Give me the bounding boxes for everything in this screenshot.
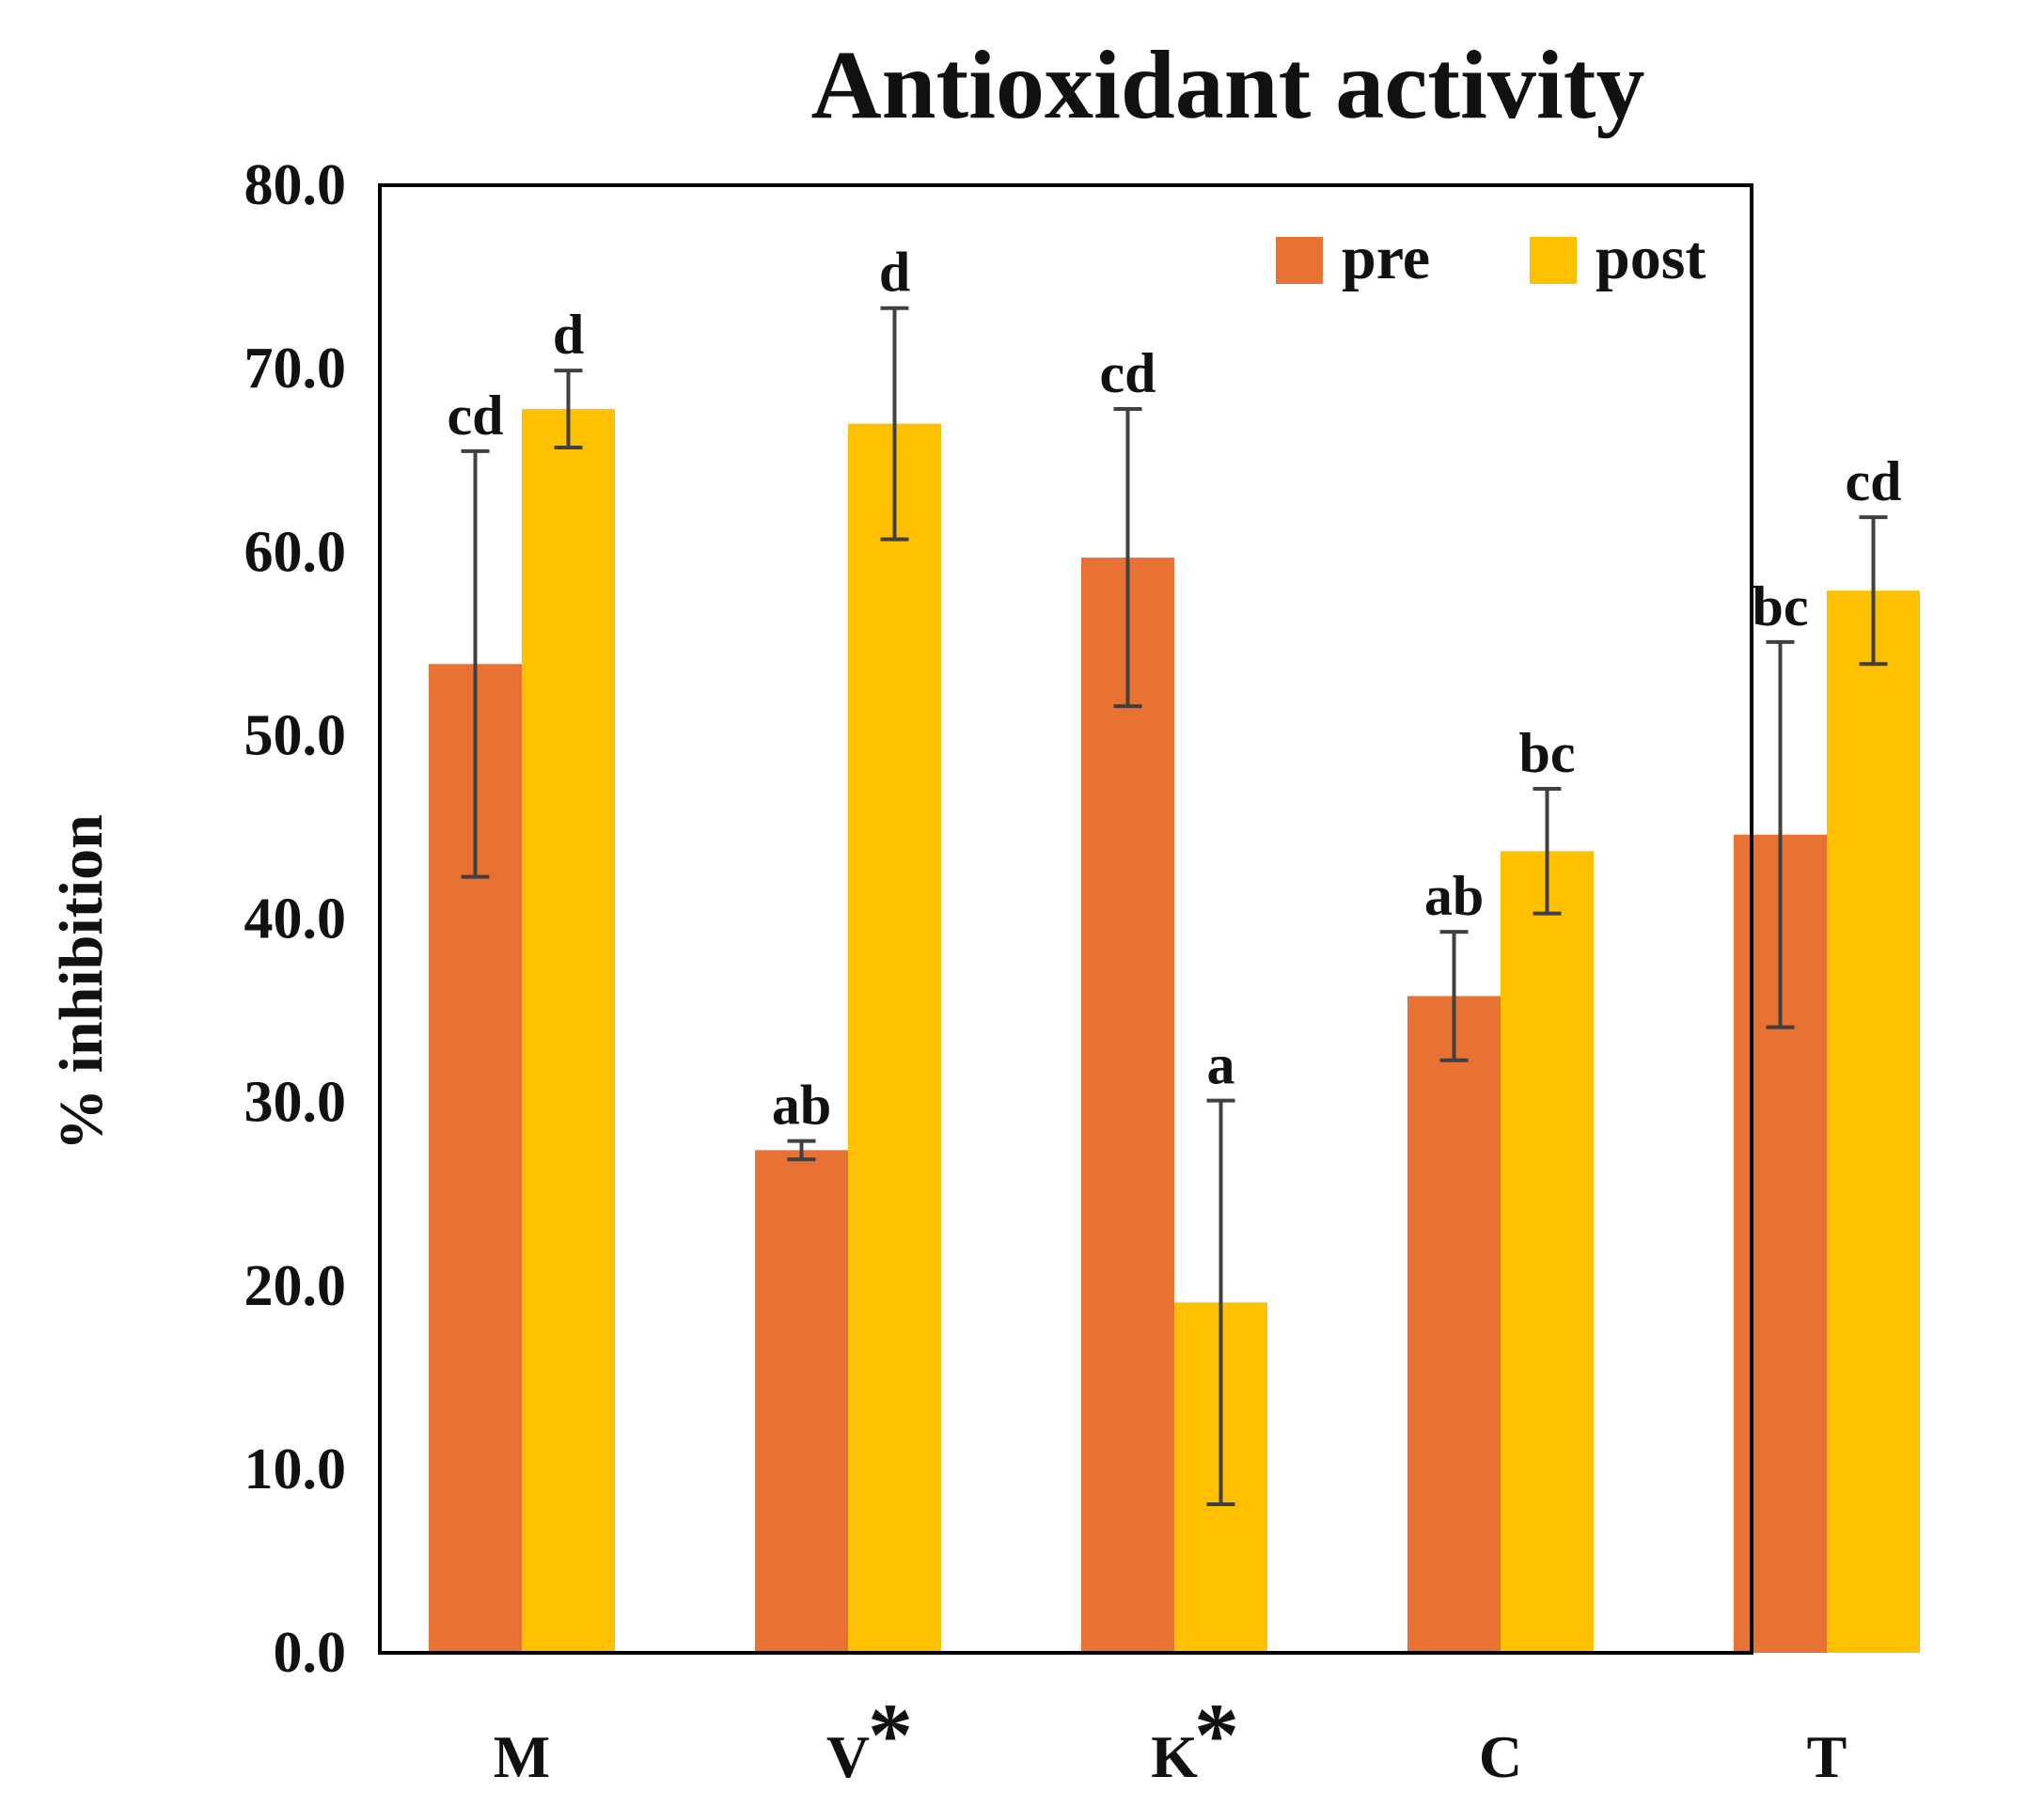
x-tick-label: T [1807, 1723, 1847, 1790]
legend-label-pre: pre [1342, 224, 1430, 292]
y-tick-label: 20.0 [244, 1254, 347, 1318]
y-tick-label: 0.0 [274, 1621, 347, 1685]
chart-title: Antioxidant activity [811, 31, 1645, 139]
significance-letter: ab [772, 1075, 831, 1137]
significance-letter: ab [1424, 865, 1484, 927]
significance-letter: bc [1519, 722, 1576, 784]
x-tick-label: M [494, 1723, 550, 1790]
significance-letter: cd [448, 385, 504, 447]
significance-letter: d [553, 304, 584, 366]
x-tick-label: K [1151, 1723, 1198, 1790]
bar-post [1501, 851, 1594, 1653]
y-axis-label: % inhibition [47, 814, 116, 1151]
legend-swatch-post [1530, 237, 1577, 284]
y-tick-label: 10.0 [244, 1438, 347, 1501]
plot-area: 0.010.020.030.040.050.060.070.080.0cddMa… [244, 153, 1920, 1790]
significance-letter: cd [1846, 450, 1902, 512]
x-tick-label: C [1479, 1723, 1522, 1790]
y-tick-label: 60.0 [244, 520, 347, 584]
legend-label-post: post [1596, 224, 1706, 292]
x-tick-label: V [826, 1723, 870, 1790]
y-tick-label: 40.0 [244, 888, 347, 951]
significance-star: * [868, 1685, 913, 1785]
y-tick-label: 70.0 [244, 337, 347, 401]
plot-frame [378, 183, 1753, 1655]
legend-swatch-pre [1276, 237, 1323, 284]
bar-pre [755, 1150, 848, 1653]
significance-star: * [1194, 1685, 1239, 1785]
significance-letter: cd [1100, 342, 1156, 404]
y-tick-label: 50.0 [244, 703, 347, 767]
bar-pre [1081, 558, 1174, 1653]
bar-post [522, 409, 615, 1653]
bar-pre [1407, 996, 1501, 1653]
significance-letter: bc [1753, 575, 1809, 637]
bar-post [848, 423, 941, 1654]
significance-letter: a [1207, 1034, 1235, 1096]
significance-letter: d [879, 242, 910, 304]
y-tick-label: 30.0 [244, 1071, 347, 1135]
bar-post [1827, 590, 1920, 1653]
y-tick-label: 80.0 [244, 153, 347, 217]
